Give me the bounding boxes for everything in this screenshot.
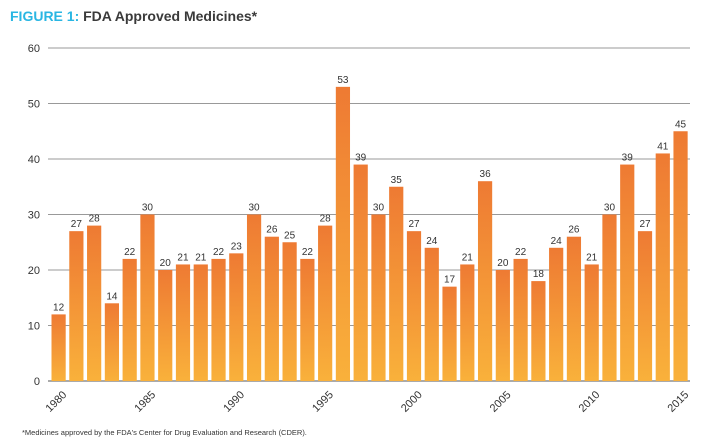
- bar-2013: [637, 231, 653, 381]
- bar-2000: [406, 231, 422, 381]
- data-label-1995: 28: [320, 214, 332, 225]
- footnote: *Medicines approved by the FDA's Center …: [22, 428, 307, 437]
- data-label-1980: 12: [53, 302, 65, 313]
- title-text: FDA Approved Medicines*: [83, 8, 258, 24]
- bar-2015: [673, 131, 688, 381]
- data-label-2001: 24: [426, 236, 438, 247]
- bar-1980: [51, 314, 66, 381]
- bar-1995: [318, 225, 333, 381]
- bar-2003: [460, 264, 475, 381]
- data-label-1986: 20: [160, 258, 172, 269]
- data-label-1982: 28: [89, 214, 101, 225]
- bar-1986: [158, 270, 173, 381]
- data-label-1983: 14: [106, 291, 118, 302]
- data-label-1987: 21: [177, 252, 189, 263]
- data-label-2009: 26: [568, 225, 580, 236]
- data-label-2010: 21: [586, 252, 598, 263]
- bar-1999: [389, 186, 404, 381]
- x-tick-label: 2000: [399, 389, 425, 415]
- bar-2010: [584, 264, 599, 381]
- data-label-2002: 17: [444, 275, 456, 286]
- y-tick-label: 60: [28, 43, 40, 55]
- bar-2005: [495, 270, 510, 381]
- data-label-2011: 30: [604, 203, 616, 214]
- data-label-2008: 24: [551, 236, 563, 247]
- bar-2006: [513, 258, 528, 381]
- bar-2011: [602, 214, 617, 381]
- bar-1992: [264, 236, 279, 381]
- data-label-1994: 22: [302, 247, 314, 258]
- x-tick-label: 1980: [44, 389, 70, 415]
- data-label-1991: 30: [249, 203, 261, 214]
- bar-2014: [655, 153, 670, 381]
- bar-1984: [122, 258, 137, 381]
- bar-1991: [246, 214, 262, 381]
- bar-1993: [282, 242, 297, 381]
- bar-2012: [620, 164, 635, 381]
- x-axis-ticks: 1980 1985 1990 1995 2000 2005 2010 2015: [44, 389, 692, 415]
- data-label-2004: 36: [480, 169, 492, 180]
- x-tick-label: 1990: [221, 389, 247, 415]
- bar-1985: [140, 214, 155, 381]
- figure-label: FIGURE 1:: [10, 8, 80, 24]
- bar-1989: [211, 258, 226, 381]
- data-label-1985: 30: [142, 203, 154, 214]
- y-tick-label: 10: [28, 321, 40, 333]
- data-label-2013: 27: [639, 219, 651, 230]
- bar-1988: [193, 264, 208, 381]
- data-label-2007: 18: [533, 269, 545, 280]
- data-label-1988: 21: [195, 252, 207, 263]
- data-label-1989: 22: [213, 247, 225, 258]
- y-axis-ticks: 0 10 20 30 40 50 60: [28, 43, 40, 388]
- data-label-1997: 39: [355, 153, 367, 164]
- data-label-2006: 22: [515, 247, 527, 258]
- x-tick-label: 2005: [488, 389, 514, 415]
- bar-2009: [566, 236, 582, 381]
- data-label-1984: 22: [124, 247, 136, 258]
- x-tick-label: 1995: [310, 389, 336, 415]
- bar-1996: [335, 86, 351, 381]
- data-label-2014: 41: [657, 141, 669, 152]
- bar-2007: [531, 281, 546, 381]
- y-tick-label: 50: [28, 99, 40, 111]
- bar-2004: [477, 181, 493, 381]
- data-label-1992: 26: [266, 225, 278, 236]
- gridlines: [48, 47, 690, 382]
- x-tick-label: 2010: [577, 389, 603, 415]
- data-label-1998: 30: [373, 203, 385, 214]
- data-label-1996: 53: [337, 75, 349, 86]
- x-tick-label: 1985: [132, 389, 158, 415]
- data-label-1990: 23: [231, 241, 243, 252]
- data-label-1999: 35: [391, 175, 403, 186]
- bars: [51, 86, 688, 381]
- chart-title: FIGURE 1: FDA Approved Medicines*: [10, 8, 257, 24]
- data-label-2015: 45: [675, 119, 687, 130]
- bar-1997: [353, 164, 368, 381]
- y-tick-label: 30: [28, 210, 40, 222]
- data-label-2003: 21: [462, 252, 474, 263]
- bar-1987: [175, 264, 191, 381]
- data-label-1993: 25: [284, 230, 296, 241]
- x-tick-label: 2015: [666, 389, 692, 415]
- data-label-2005: 20: [497, 258, 509, 269]
- data-labels: 12 27 28 14 22 30 20 21 21 22 23 30 26 25 22 28 53 39 30 35…: [53, 75, 687, 314]
- bar-2001: [424, 247, 439, 381]
- bar-1982: [87, 225, 102, 381]
- data-label-1981: 27: [71, 219, 83, 230]
- bar-2008: [549, 247, 564, 381]
- y-tick-label: 20: [28, 265, 40, 277]
- bar-1981: [69, 231, 84, 381]
- bar-1983: [104, 303, 120, 381]
- bar-1990: [229, 253, 244, 381]
- data-label-2012: 39: [622, 153, 634, 164]
- bar-2002: [442, 286, 457, 381]
- bar-1998: [371, 214, 386, 381]
- y-tick-label: 0: [34, 376, 40, 388]
- data-label-2000: 27: [408, 219, 420, 230]
- y-tick-label: 40: [28, 154, 40, 166]
- bar-1994: [300, 258, 315, 381]
